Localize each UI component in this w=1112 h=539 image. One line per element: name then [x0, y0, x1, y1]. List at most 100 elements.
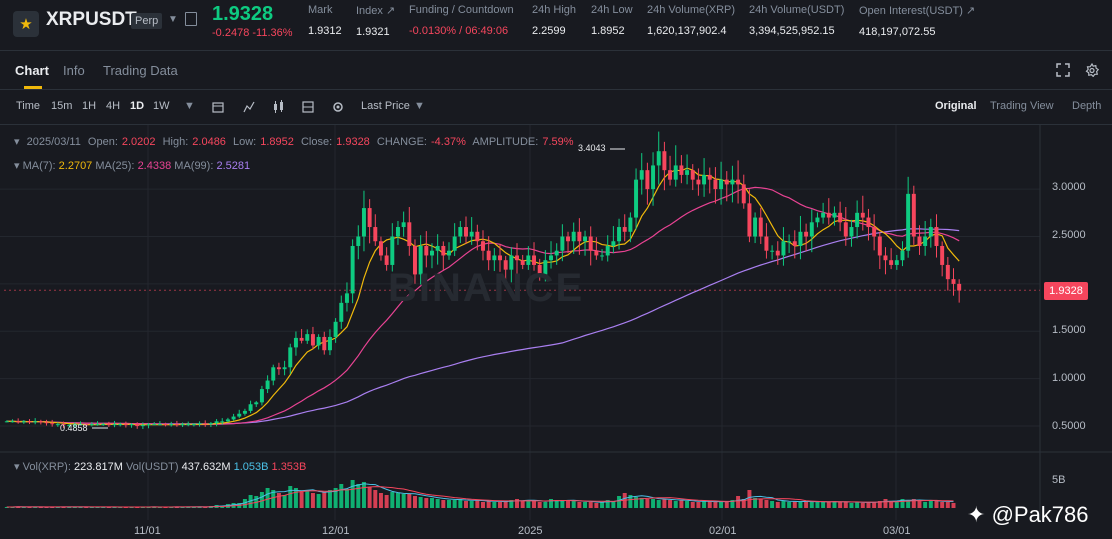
- tab-chart[interactable]: Chart: [15, 63, 49, 78]
- candle-body: [600, 255, 605, 257]
- interval-1h[interactable]: 1H: [82, 100, 97, 112]
- layout-icon[interactable]: [302, 101, 314, 113]
- volume-bar: [248, 495, 253, 508]
- candle-body: [617, 227, 622, 242]
- candle-body: [554, 250, 559, 256]
- volume-bar: [418, 497, 423, 508]
- interval-1d[interactable]: 1D: [130, 100, 145, 112]
- volume-bar: [412, 496, 417, 508]
- candle-body: [271, 367, 276, 381]
- settings-icon[interactable]: [1085, 63, 1099, 77]
- close-value: 1.9328: [336, 136, 370, 148]
- candle-body: [571, 231, 576, 242]
- candle-body: [33, 421, 38, 423]
- active-tab-indicator: [24, 86, 42, 89]
- candle-type-icon[interactable]: [272, 100, 286, 114]
- volume-bar: [900, 499, 905, 508]
- symbol-name[interactable]: XRPUSDT: [46, 9, 137, 30]
- favorite-star-icon[interactable]: ★: [13, 11, 39, 37]
- candle-body: [191, 424, 196, 426]
- candle-body: [894, 260, 899, 265]
- candle-body: [327, 336, 332, 351]
- interval-15m[interactable]: 15m: [51, 100, 73, 112]
- stat-index[interactable]: Index ↗ 1.9321: [356, 4, 395, 38]
- stat-value: 418,197,072.55: [859, 26, 936, 38]
- volume-bar: [316, 494, 321, 508]
- volume-bar: [401, 494, 406, 508]
- interval-dropdown-icon[interactable]: ▼: [184, 100, 195, 112]
- candlestick-chart[interactable]: [0, 125, 1112, 539]
- volume-bar: [157, 507, 162, 508]
- tab-trading-data[interactable]: Trading Data: [103, 63, 178, 78]
- price-type-select[interactable]: Last Price: [361, 100, 410, 112]
- vol-collapse-icon[interactable]: ▾: [14, 461, 20, 473]
- calendar-icon[interactable]: [212, 101, 224, 113]
- volume-bar: [560, 501, 565, 508]
- volume-bar: [668, 500, 673, 508]
- volume-bar: [634, 497, 639, 508]
- candle-body: [429, 250, 434, 256]
- interval-4h[interactable]: 4H: [106, 100, 121, 112]
- candle-body: [44, 422, 49, 424]
- view-depth[interactable]: Depth: [1072, 100, 1102, 112]
- low-value: 1.8952: [260, 136, 294, 148]
- stat-24h-high: 24h High 2.2599: [532, 4, 576, 37]
- volume-bar: [860, 503, 865, 508]
- candle-body: [911, 193, 916, 237]
- volume-bar: [707, 501, 712, 508]
- interval-time[interactable]: Time: [16, 100, 41, 112]
- volume-bar: [447, 500, 451, 508]
- vol-usdt-label: Vol(USDT): [125, 461, 179, 473]
- stat-label: Funding / Countdown: [409, 4, 514, 16]
- tab-info[interactable]: Info: [63, 63, 85, 78]
- volume-bar: [38, 507, 43, 508]
- candle-body: [826, 212, 831, 218]
- candle-body: [917, 236, 922, 246]
- volume-bar: [821, 502, 826, 508]
- price-type-dropdown-icon[interactable]: ▼: [414, 100, 425, 112]
- indicator-icon[interactable]: [243, 101, 255, 113]
- candle-body: [900, 250, 905, 261]
- candle-body: [38, 421, 43, 423]
- candles: [4, 131, 1040, 429]
- volume-bar: [917, 501, 922, 508]
- volume-bar: [378, 493, 383, 508]
- stat-24h-low: 24h Low 1.8952: [591, 4, 633, 37]
- chart-settings-icon[interactable]: [332, 101, 344, 113]
- candle-body: [367, 208, 372, 228]
- stat-open-interest[interactable]: Open Interest(USDT) ↗ 418,197,072.55: [859, 4, 975, 38]
- candle-body: [707, 174, 712, 180]
- view-trading-view[interactable]: Trading View: [990, 100, 1054, 112]
- candle-body: [316, 336, 321, 346]
- candle-body: [532, 255, 537, 265]
- volume-bar: [872, 502, 877, 508]
- fullscreen-icon[interactable]: [1056, 63, 1070, 77]
- change-value: -4.37%: [431, 136, 466, 148]
- candle-body: [872, 227, 877, 237]
- view-original[interactable]: Original: [935, 100, 977, 112]
- candle-body: [475, 231, 480, 242]
- volume-bar: [656, 500, 661, 508]
- candle-body: [265, 380, 270, 390]
- candle-body: [605, 245, 610, 256]
- change-label: CHANGE:: [376, 136, 427, 148]
- book-icon[interactable]: [185, 12, 197, 26]
- volume-bar: [276, 493, 281, 508]
- ma99-value: 2.5281: [216, 160, 251, 172]
- price-change: -0.2478 -11.36%: [212, 27, 293, 39]
- candle-body: [883, 255, 888, 261]
- last-price: 1.9328: [212, 3, 274, 25]
- interval-1w[interactable]: 1W: [153, 100, 170, 112]
- volume-bar: [344, 489, 349, 508]
- x-tick: 02/01: [709, 525, 737, 537]
- ma-collapse-icon[interactable]: ▾: [14, 160, 20, 172]
- candle-body: [225, 419, 230, 422]
- stat-value: 1.8952: [591, 25, 625, 37]
- candle-body: [639, 170, 644, 180]
- volume-bar: [333, 488, 338, 508]
- candle-body: [112, 424, 117, 426]
- candle-body: [679, 165, 684, 175]
- symbol-dropdown-icon[interactable]: ▼: [168, 14, 178, 25]
- stat-funding: Funding / Countdown -0.0130% / 06:49:06: [409, 4, 514, 37]
- ohlc-collapse-icon[interactable]: ▾: [14, 136, 20, 148]
